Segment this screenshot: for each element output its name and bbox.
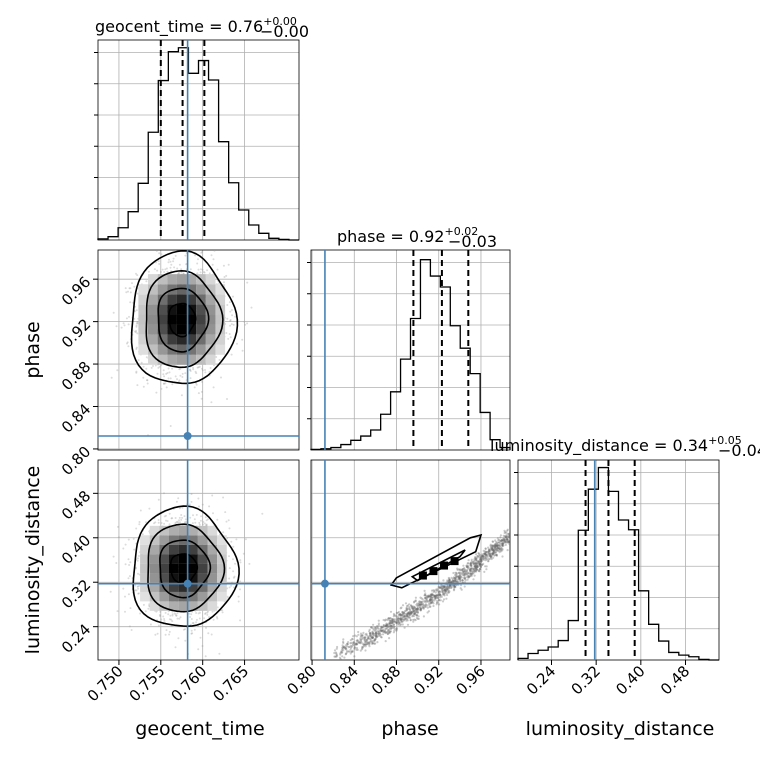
contour-geocent-time-luminosity-distance-2: [147, 523, 226, 613]
density-block-phase-ld-2: [440, 561, 449, 570]
panel-2d-geocent-time-luminosity-distance: [97, 459, 300, 661]
panel-geocent-time-phase-frame: [97, 249, 300, 451]
ytick-phase-3: 0.92: [58, 315, 94, 351]
histogram-luminosity_distance: [517, 466, 719, 661]
contour-geocent-time-phase-2: [145, 269, 224, 369]
xtick-luminosity_distance-0: 0.24: [523, 662, 559, 698]
panel-hist-luminosity-distance: [514, 459, 720, 661]
xtick-phase-1: 0.84: [326, 662, 362, 698]
xtick-geocent_time-0: 0.750: [84, 662, 127, 705]
xtick-phase-2: 0.88: [368, 662, 404, 698]
hist-geocent_time-frame: [97, 39, 300, 241]
xtick-luminosity_distance-1: 0.32: [568, 662, 604, 698]
xtick-geocent_time-3: 0.765: [209, 662, 252, 705]
contour-geocent-time-phase-3: [130, 250, 239, 385]
panel-2d-geocent-time-phase: [97, 249, 300, 451]
contour-phase-luminosity-distance-1: [410, 549, 466, 582]
hist-luminosity_distance-frame: [517, 459, 720, 661]
truth-point-phase-luminosity_distance: [320, 579, 329, 588]
xlabel-geocent-time: geocent_time: [135, 718, 264, 740]
ylabel-phase: phase: [22, 321, 44, 378]
histogram-phase: [310, 259, 511, 451]
contour-geocent-time-luminosity-distance-1: [159, 539, 212, 599]
contour-geocent-time-luminosity-distance-3: [132, 505, 240, 628]
ytick-phase-1: 0.84: [58, 400, 94, 436]
xtick-geocent_time-1: 0.755: [126, 662, 169, 705]
density-block-phase-ld-3: [450, 557, 459, 566]
ylabel-luminosity-distance: luminosity_distance: [22, 466, 44, 655]
xtick-phase-0: 0.80: [284, 662, 320, 698]
xtick-luminosity_distance-3: 0.48: [657, 662, 693, 698]
ytick-luminosity_distance-2: 0.40: [58, 531, 94, 567]
xtick-phase-4: 0.96: [452, 662, 488, 698]
ytick-phase-0: 0.80: [58, 443, 94, 479]
ytick-phase-2: 0.88: [58, 358, 94, 394]
ytick-luminosity_distance-0: 0.24: [58, 620, 94, 656]
title-phase: phase = 0.92+0.02: [337, 225, 478, 246]
panel-phase-luminosity-distance-frame: [310, 459, 511, 661]
title-geocent-time-sub: −0.00: [260, 22, 309, 41]
contour-geocent-time-phase-1: [157, 287, 210, 353]
panel-geocent-time-luminosity-distance-frame: [97, 459, 300, 661]
xtick-geocent_time-2: 0.760: [167, 662, 210, 705]
ytick-phase-4: 0.96: [58, 273, 94, 309]
xtick-luminosity_distance-2: 0.40: [612, 662, 648, 698]
truth-point-geocent_time-luminosity_distance: [183, 579, 192, 588]
title-phase-sub: −0.03: [448, 232, 497, 251]
panel-hist-geocent-time: [94, 39, 300, 241]
density-block-phase-ld-1: [429, 567, 438, 576]
xtick-phase-3: 0.92: [410, 662, 446, 698]
panel-hist-phase: [307, 249, 511, 451]
xlabel-luminosity-distance: luminosity_distance: [526, 718, 715, 740]
hist-phase-frame: [310, 249, 511, 451]
truth-point-geocent_time-phase: [183, 431, 192, 440]
histogram-geocent_time: [97, 47, 299, 241]
title-luminosity-distance-sub: −0.04: [718, 441, 760, 460]
density-block-phase-ld-0: [418, 571, 427, 580]
panel-2d-phase-luminosity-distance: [310, 459, 511, 661]
title-luminosity-distance: luminosity_distance = 0.34+0.05: [490, 434, 742, 456]
title-geocent-time: geocent_time = 0.76+0.00: [95, 15, 297, 37]
ytick-luminosity_distance-3: 0.48: [58, 487, 94, 523]
contour-phase-luminosity-distance-0: [389, 533, 483, 589]
ytick-luminosity_distance-1: 0.32: [58, 576, 94, 612]
xlabel-phase: phase: [381, 718, 438, 740]
